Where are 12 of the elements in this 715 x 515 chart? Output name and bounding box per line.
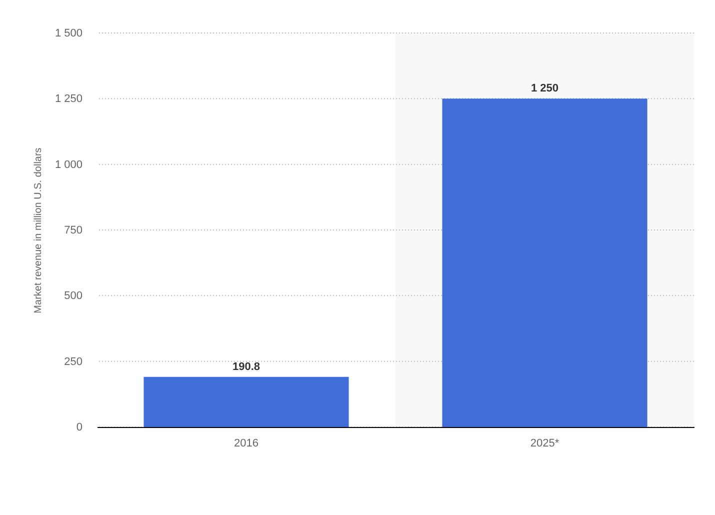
- data-label: 190.8: [232, 360, 260, 373]
- y-tick-label: 0: [76, 422, 82, 434]
- y-tick-label: 750: [64, 224, 82, 236]
- x-tick-label: 2025*: [530, 438, 560, 450]
- y-tick-label: 500: [64, 290, 82, 302]
- data-label: 1 250: [530, 82, 559, 95]
- x-tick-label: 2016: [234, 438, 258, 450]
- y-axis-title: Market revenue in million U.S. dollars: [32, 148, 44, 314]
- y-tick-label: 1 000: [54, 158, 82, 171]
- y-tick-label: 1 250: [54, 93, 82, 106]
- y-tick-label: 1 500: [54, 28, 82, 40]
- y-tick-label: 250: [64, 356, 82, 368]
